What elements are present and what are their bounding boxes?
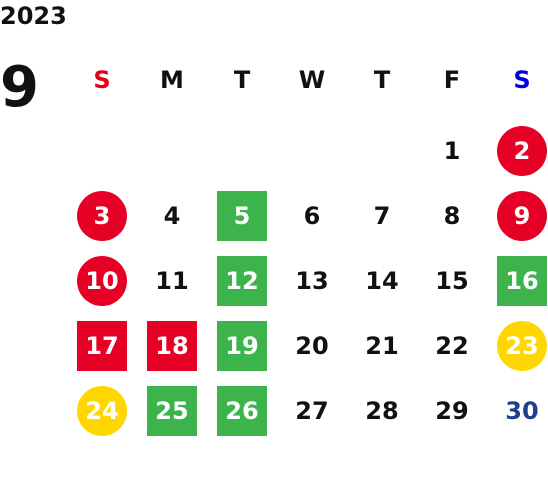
calendar-day-cell: 15	[417, 248, 487, 313]
calendar-day[interactable]: 20	[295, 331, 329, 360]
calendar-day-cell: 4	[137, 183, 207, 248]
calendar-day[interactable]: 2	[497, 125, 547, 176]
calendar-day-cell: 8	[417, 183, 487, 248]
weekday-label: T	[373, 66, 391, 94]
calendar-day[interactable]: 23	[497, 320, 547, 371]
calendar-day[interactable]: 28	[365, 396, 399, 425]
calendar-day-empty	[287, 126, 337, 176]
calendar-day[interactable]: 11	[155, 266, 189, 295]
calendar-day[interactable]: 10	[77, 255, 127, 306]
calendar-day-cell: 16	[487, 248, 548, 313]
calendar-day[interactable]: 9	[497, 190, 547, 241]
calendar-day[interactable]: 24	[77, 385, 127, 436]
calendar-day-cell: 29	[417, 378, 487, 443]
calendar-day-cell	[277, 118, 347, 183]
calendar-day-cell: 2	[487, 118, 548, 183]
calendar-day-cell	[207, 118, 277, 183]
calendar-day-cell	[347, 118, 417, 183]
calendar-day-cell: 11	[137, 248, 207, 313]
calendar-year: 2023	[0, 2, 67, 30]
calendar-day-cell: 26	[207, 378, 277, 443]
weekday-header-row: S M T W T F S	[67, 56, 548, 121]
calendar-day-empty	[357, 126, 407, 176]
weekday-label: M	[160, 66, 184, 94]
calendar-day[interactable]: 27	[295, 396, 329, 425]
calendar-day-cell: 5	[207, 183, 277, 248]
calendar-day-cell: 14	[347, 248, 417, 313]
calendar-day-cell: 3	[67, 183, 137, 248]
calendar-day-cell: 25	[137, 378, 207, 443]
calendar-day-empty	[147, 126, 197, 176]
calendar-day-cell: 7	[347, 183, 417, 248]
calendar-day-cell: 23	[487, 313, 548, 378]
calendar-day-cell: 10	[67, 248, 137, 313]
calendar-day-cell: 20	[277, 313, 347, 378]
calendar-day[interactable]: 26	[217, 385, 267, 436]
calendar-days-grid: 1 2 3 4 5 6 7 8 9 10 11 12 13 14 15 16 17 18 19 20 21 22 23 24 2…	[67, 118, 548, 443]
calendar-day-cell: 6	[277, 183, 347, 248]
calendar-day[interactable]: 16	[497, 255, 547, 306]
calendar-day[interactable]: 3	[77, 190, 127, 241]
calendar-day-cell: 19	[207, 313, 277, 378]
calendar-day-cell: 18	[137, 313, 207, 378]
calendar-day[interactable]: 14	[365, 266, 399, 295]
calendar-day-cell: 28	[347, 378, 417, 443]
calendar-day[interactable]: 7	[373, 201, 391, 230]
calendar-day[interactable]: 12	[217, 255, 267, 306]
weekday-label: S	[93, 66, 111, 94]
weekday-label: S	[513, 66, 531, 94]
calendar-day-cell: 17	[67, 313, 137, 378]
calendar-day-cell: 21	[347, 313, 417, 378]
calendar-day[interactable]: 15	[435, 266, 469, 295]
calendar-day[interactable]: 18	[147, 320, 197, 371]
calendar-day[interactable]: 21	[365, 331, 399, 360]
calendar-day-cell: 27	[277, 378, 347, 443]
calendar-day-cell	[137, 118, 207, 183]
weekday-label: T	[233, 66, 251, 94]
calendar-day-empty	[77, 126, 127, 176]
calendar-day[interactable]: 5	[217, 190, 267, 241]
calendar-day-cell	[67, 118, 137, 183]
calendar-day-empty	[217, 126, 267, 176]
calendar-month: 9	[0, 55, 39, 120]
calendar-day[interactable]: 13	[295, 266, 329, 295]
weekday-label: F	[443, 66, 461, 94]
calendar-day[interactable]: 6	[303, 201, 321, 230]
calendar-day[interactable]: 29	[435, 396, 469, 425]
calendar-day-cell: 1	[417, 118, 487, 183]
weekday-label: W	[298, 66, 326, 94]
calendar-day[interactable]: 8	[443, 201, 461, 230]
calendar-day[interactable]: 1	[443, 136, 461, 165]
calendar-day-cell: 30	[487, 378, 548, 443]
calendar-day[interactable]: 17	[77, 320, 127, 371]
calendar-day[interactable]: 19	[217, 320, 267, 371]
calendar-day[interactable]: 4	[163, 201, 181, 230]
calendar-day[interactable]: 30	[505, 396, 539, 425]
calendar-day-cell: 24	[67, 378, 137, 443]
calendar-day-cell: 9	[487, 183, 548, 248]
calendar-day-cell: 22	[417, 313, 487, 378]
calendar-day[interactable]: 22	[435, 331, 469, 360]
calendar-day-cell: 12	[207, 248, 277, 313]
calendar-day[interactable]: 25	[147, 385, 197, 436]
calendar-day-cell: 13	[277, 248, 347, 313]
